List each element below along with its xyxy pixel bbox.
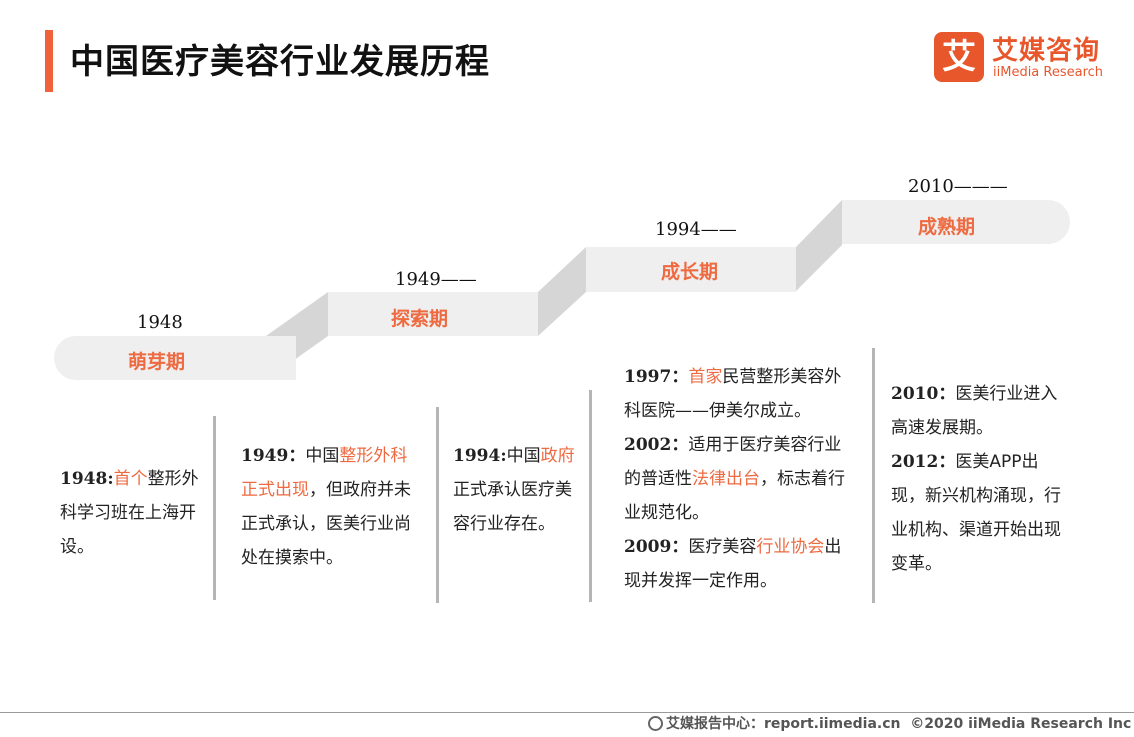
event-text: ，但政府并未正式承认，医美行业尚处在摸索中。 — [241, 480, 411, 568]
stage-4-name: 成熟期 — [918, 216, 976, 238]
stage-3-name: 成长期 — [661, 261, 719, 283]
step-1-bar — [54, 336, 296, 380]
footer-copyright: ©2020 iiMedia Research Inc — [910, 716, 1132, 732]
column-divider — [589, 390, 592, 602]
event-text: 中国 — [506, 446, 541, 466]
title-accent-bar — [45, 30, 53, 92]
stage-2-name: 探索期 — [391, 308, 449, 330]
event-highlight: 整形外科正式出现 — [241, 446, 408, 500]
column-divider — [436, 407, 439, 603]
event-text: ，标志着行业规范化。 — [624, 469, 845, 523]
event-text: 医美行业进入高速发展期。 — [891, 384, 1058, 438]
event-2012: 2012：医美APP出现，新兴机构涌现，行业机构、渠道开始出现变革。 — [891, 445, 1067, 581]
event-1948: 1948:首个整形外科学习班在上海开设。 — [60, 462, 204, 564]
step-riser-2 — [538, 247, 586, 336]
event-highlight: 首家 — [688, 367, 723, 387]
logo-mark-icon: 艾 — [934, 32, 984, 82]
step-riser-3 — [796, 200, 842, 291]
globe-icon — [648, 716, 663, 731]
column-divider — [213, 416, 216, 600]
step-2-bar — [328, 292, 538, 336]
step-4-bar — [842, 200, 1070, 244]
stage-4-year: 2010——— — [908, 176, 1008, 197]
event-1997: 1997：首家民营整形美容外科医院——伊美尔成立。 — [624, 360, 852, 428]
event-text: 医疗美容 — [688, 537, 757, 557]
event-1949: 1949：中国整形外科正式出现，但政府并未正式承认，医美行业尚处在摸索中。 — [241, 439, 417, 575]
event-text: 中国 — [305, 446, 340, 466]
page-title: 中国医疗美容行业发展历程 — [70, 42, 490, 82]
step-3-bar — [586, 247, 796, 292]
event-year: 1994: — [453, 446, 507, 466]
event-group-growth: 1997：首家民营整形美容外科医院——伊美尔成立。 2002：适用于医疗美容行业… — [624, 360, 852, 598]
event-highlight: 行业协会 — [756, 537, 825, 557]
event-1994: 1994:中国政府正式承认医疗美容行业存在。 — [453, 439, 578, 541]
event-text: 医美APP出现，新兴机构涌现，行业机构、渠道开始出现变革。 — [891, 452, 1061, 574]
stage-1-year: 1948 — [137, 312, 183, 333]
event-year: 2002： — [624, 435, 689, 455]
event-year: 1997： — [624, 367, 689, 387]
event-2009: 2009：医疗美容行业协会出现并发挥一定作用。 — [624, 530, 852, 598]
event-text: 适用于医疗美容行业的普适性 — [624, 435, 842, 489]
stage-2-year: 1949—— — [395, 269, 477, 290]
event-highlight: 首个 — [113, 469, 148, 489]
footer-source: 艾媒报告中心：report.iimedia.cn — [666, 716, 901, 732]
event-text: 正式承认医疗美容行业存在。 — [453, 480, 572, 534]
footer-divider — [0, 712, 1134, 713]
event-group-mature: 2010：医美行业进入高速发展期。 2012：医美APP出现，新兴机构涌现，行业… — [891, 377, 1067, 581]
brand-logo: 艾 艾媒咨询 iiMedia Research — [934, 32, 1114, 86]
stage-3-year: 1994—— — [655, 219, 737, 240]
event-year: 1949： — [241, 446, 306, 466]
event-2010: 2010：医美行业进入高速发展期。 — [891, 377, 1067, 445]
event-text: 整形外科学习班在上海开设。 — [60, 469, 199, 557]
event-year: 2009： — [624, 537, 689, 557]
footer: 艾媒报告中心：report.iimedia.cn ©2020 iiMedia R… — [648, 713, 1131, 733]
logo-name-cn: 艾媒咨询 — [992, 36, 1101, 66]
event-text: 民营整形美容外科医院——伊美尔成立。 — [624, 367, 842, 421]
logo-name-en: iiMedia Research — [993, 65, 1104, 80]
event-year: 1948: — [60, 469, 114, 489]
column-divider — [872, 348, 875, 603]
stage-1-name: 萌芽期 — [128, 351, 186, 373]
event-2002: 2002：适用于医疗美容行业的普适性法律出台，标志着行业规范化。 — [624, 428, 852, 530]
event-text: 出现并发挥一定作用。 — [624, 537, 842, 591]
event-year: 2012： — [891, 452, 956, 472]
event-highlight: 法律出台 — [692, 469, 760, 489]
event-highlight: 政府 — [540, 446, 575, 466]
event-year: 2010： — [891, 384, 956, 404]
